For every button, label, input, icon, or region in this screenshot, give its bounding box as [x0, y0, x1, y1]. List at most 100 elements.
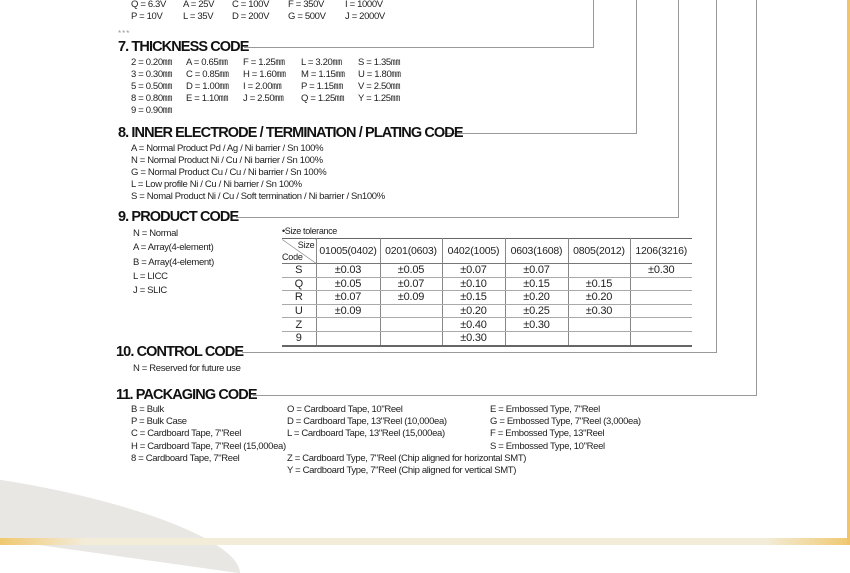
packaging-code: B = Bulk — [131, 404, 164, 415]
product-code: A = Array(4-element) — [133, 242, 214, 254]
row-code-cell: Z — [282, 317, 316, 332]
voltage-code: J = 2000V — [345, 11, 385, 22]
thickness-code: 9 = 0.90㎜ — [131, 105, 172, 116]
tolerance-cell: ±0.07 — [379, 277, 442, 292]
thickness-code: V = 2.50㎜ — [358, 81, 401, 92]
footer-band — [0, 538, 850, 545]
section-rule — [253, 395, 757, 396]
electrode-code: N = Normal Product Ni / Cu / Ni barrier … — [131, 155, 323, 166]
thickness-code: F = 1.25㎜ — [243, 57, 285, 68]
section-title-packaging: 11. PACKAGING CODE — [116, 387, 258, 403]
tolerance-cell: ±0.30 — [629, 263, 692, 278]
tolerance-cell — [567, 317, 630, 332]
tolerance-cell: ±0.07 — [504, 263, 568, 278]
tolerance-cell: ±0.40 — [441, 317, 505, 332]
packaging-code: S = Embossed Type, 10"Reel — [490, 440, 605, 452]
thickness-code: S = 1.35㎜ — [358, 57, 401, 68]
row-code-cell: S — [282, 263, 316, 278]
thickness-code: 8 = 0.80㎜ — [131, 93, 172, 104]
tolerance-cell — [567, 263, 630, 278]
column-header: 0402(1005) — [441, 238, 505, 264]
thickness-code: J = 2.50㎜ — [243, 93, 284, 104]
voltage-code: C = 100V — [232, 0, 270, 10]
size-tolerance-table: Size Code 01005(0402) 0201(0603) 0402(1005) 0… — [282, 238, 692, 347]
column-header: 1206(3216) — [629, 238, 692, 264]
tolerance-cell — [629, 304, 692, 319]
packaging-code: C = Cardboard Tape, 7"Reel — [131, 428, 242, 440]
column-header: 0201(0603) — [379, 238, 442, 264]
table-row: R ±0.07 ±0.09 ±0.15 ±0.20 ±0.20 — [282, 290, 692, 305]
tolerance-cell: ±0.09 — [379, 290, 442, 305]
voltage-code: A = 25V — [183, 0, 215, 10]
packaging-code: E = Embossed Type, 7"Reel — [490, 404, 600, 415]
voltage-code: Q = 6.3V — [131, 0, 166, 10]
table-row: 9 ±0.30 — [282, 331, 692, 347]
tolerance-cell: ±0.20 — [567, 290, 630, 305]
column-header: 0603(1608) — [504, 238, 568, 264]
tolerance-cell: ±0.25 — [504, 304, 568, 319]
section-rule — [244, 47, 594, 48]
thickness-code: M = 1.15㎜ — [301, 69, 345, 80]
column-header: 01005(0402) — [315, 238, 380, 264]
tolerance-cell — [567, 331, 630, 347]
thickness-code: D = 1.00㎜ — [186, 81, 229, 92]
table-row: S ±0.03 ±0.05 ±0.07 ±0.07 ±0.30 — [282, 263, 692, 278]
tolerance-cell: ±0.30 — [441, 331, 505, 347]
right-edge-stripe — [847, 0, 850, 545]
table-header-row: Size Code 01005(0402) 0201(0603) 0402(1005) 0… — [282, 238, 692, 264]
tolerance-cell: ±0.15 — [504, 277, 568, 292]
column-header: 0805(2012) — [567, 238, 630, 264]
tolerance-cell: ±0.30 — [504, 317, 568, 332]
voltage-code: L = 35V — [183, 11, 214, 22]
row-code-cell: R — [282, 290, 316, 305]
thickness-code: I = 2.00㎜ — [243, 81, 282, 92]
packaging-code: 8 = Cardboard Tape, 7"Reel — [131, 452, 240, 464]
voltage-code: P = 10V — [131, 11, 163, 22]
section-title-thickness: 7. THICKNESS CODE — [118, 39, 249, 55]
section-rule — [443, 133, 637, 134]
packaging-code: Z = Cardboard Type, 7"Reel (Chip aligned… — [287, 452, 527, 464]
thickness-code: C = 0.85㎜ — [186, 69, 229, 80]
electrode-code: L = Low profile Ni / Cu / Ni barrier / S… — [131, 179, 302, 190]
tolerance-cell: ±0.03 — [315, 263, 380, 278]
electrode-code: G = Normal Product Cu / Cu / Ni barrier … — [131, 167, 327, 178]
voltage-code: D = 200V — [232, 11, 270, 22]
tolerance-cell: ±0.07 — [441, 263, 505, 278]
row-code-cell: Q — [282, 277, 316, 292]
tolerance-cell: ±0.05 — [315, 277, 380, 292]
tolerance-cell: ±0.20 — [441, 304, 505, 319]
bracket-line — [636, 0, 637, 133]
bracket-line — [716, 0, 717, 352]
voltage-code: G = 500V — [288, 11, 326, 22]
tolerance-cell — [315, 317, 380, 332]
section-title-control: 10. CONTROL CODE — [116, 344, 244, 360]
thickness-code: Q = 1.25㎜ — [301, 93, 345, 104]
tolerance-cell: ±0.10 — [441, 277, 505, 292]
thickness-code: H = 1.60㎜ — [243, 69, 286, 80]
corner-size-label: Size — [297, 240, 315, 250]
control-code: N = Reserved for future use — [133, 363, 241, 374]
packaging-code: O = Cardboard Tape, 10"Reel — [287, 404, 403, 415]
electrode-code: A = Normal Product Pd / Ag / Ni barrier … — [131, 143, 324, 154]
tolerance-cell — [379, 331, 442, 347]
electrode-code: S = Nomal Product Ni / Cu / Soft termina… — [131, 191, 385, 202]
product-code: L = LICC — [133, 270, 168, 282]
table-corner-cell: Size Code — [282, 238, 316, 264]
row-code-cell: 9 — [282, 331, 316, 347]
table-caption: •Size tolerance — [282, 226, 337, 236]
section-title-electrode: 8. INNER ELECTRODE / TERMINATION / PLATI… — [118, 125, 464, 141]
thickness-code: 2 = 0.20㎜ — [131, 57, 172, 68]
tolerance-cell — [379, 317, 442, 332]
section-rule — [242, 352, 717, 353]
section-rule — [236, 217, 679, 218]
voltage-code: F = 350V — [288, 0, 325, 10]
product-code: J = SLIC — [133, 285, 167, 297]
voltage-code: I = 1000V — [345, 0, 383, 10]
tolerance-cell — [629, 317, 692, 332]
thickness-code: 3 = 0.30㎜ — [131, 69, 172, 80]
decorative-swoosh — [0, 476, 240, 573]
packaging-code: Y = Cardboard Type, 7"Reel (Chip aligned… — [287, 465, 517, 476]
corner-code-label: Code — [282, 252, 303, 262]
packaging-code: F = Embossed Type, 13"Reel — [490, 428, 605, 440]
table-row: Z ±0.40 ±0.30 — [282, 317, 692, 332]
